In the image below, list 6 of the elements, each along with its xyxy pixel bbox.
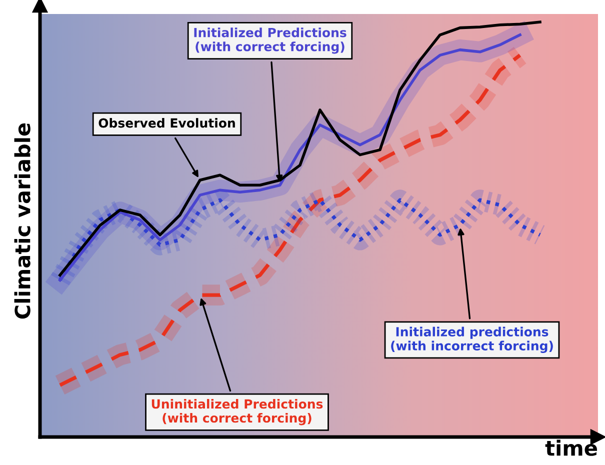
text: Initialized predictions (with incorrect forcing) <box>391 326 553 353</box>
x-axis-title: time <box>545 440 597 456</box>
text: Observed Evolution <box>98 118 235 128</box>
text: Uninitialized Predictions (with correct forcing) <box>152 399 323 426</box>
y-axis-title: Climatic variable <box>14 123 30 319</box>
text: Initialized Predictions (with correct forcing) <box>194 28 346 54</box>
